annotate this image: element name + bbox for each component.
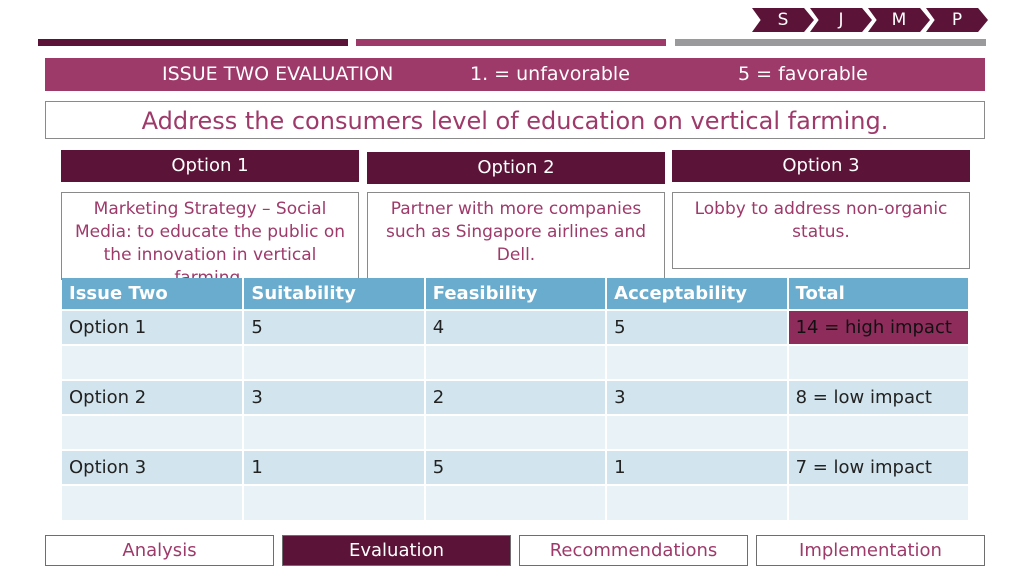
table-cell: 4 <box>424 309 608 345</box>
evaluation-header: ISSUE TWO EVALUATION 1. = unfavorable 5 … <box>45 58 985 91</box>
issue-statement: Address the consumers level of education… <box>45 101 985 139</box>
table-cell: 1 <box>243 449 426 485</box>
column-header: Suitability <box>243 278 426 310</box>
nav-implementation[interactable]: Implementation <box>756 535 985 566</box>
option-3-description: Lobby to address non-organic status. <box>672 192 970 269</box>
table-cell <box>62 414 245 450</box>
table-cell <box>62 344 245 380</box>
column-header: Acceptability <box>606 278 789 310</box>
table-cell <box>787 344 971 380</box>
accent-bar-plum <box>38 39 348 46</box>
table-cell <box>243 414 426 450</box>
table-row <box>62 484 971 520</box>
table-cell <box>243 484 426 520</box>
table-cell <box>787 484 971 520</box>
table-cell: 5 <box>424 449 608 485</box>
table-cell: 2 <box>424 379 608 415</box>
table-cell <box>606 344 789 380</box>
table-cell <box>787 414 971 450</box>
evaluation-table: Issue Two Suitability Feasibility Accept… <box>62 278 971 520</box>
table-row <box>62 414 971 450</box>
nav-analysis[interactable]: Analysis <box>45 535 274 566</box>
accent-bar-gray <box>675 39 986 46</box>
option-1-description: Marketing Strategy – Social Media: to ed… <box>61 192 359 280</box>
table-row: Option 2 3 2 3 8 = low impact <box>62 379 971 415</box>
table-cell: Option 3 <box>62 449 245 485</box>
table-cell: 8 = low impact <box>787 379 971 415</box>
total-cell-highlighted: 14 = high impact <box>787 309 971 345</box>
table-cell <box>424 414 608 450</box>
nav-recommendations[interactable]: Recommendations <box>519 535 748 566</box>
option-1-header: Option 1 <box>61 150 359 182</box>
column-header: Feasibility <box>424 278 608 310</box>
chevron-m[interactable]: M <box>868 8 930 32</box>
table-row <box>62 344 971 380</box>
chevron-p[interactable]: P <box>926 8 988 32</box>
option-2-description: Partner with more companies such as Sing… <box>367 192 665 280</box>
table-cell: 3 <box>606 379 789 415</box>
option-2-header: Option 2 <box>367 152 665 184</box>
chevron-s[interactable]: S <box>752 8 814 32</box>
table-cell <box>62 484 245 520</box>
table-cell <box>424 344 608 380</box>
table-row: Option 1 5 4 5 14 = high impact <box>62 309 971 345</box>
table-cell <box>424 484 608 520</box>
scale-low-label: 1. = unfavorable <box>470 63 630 85</box>
scale-high-label: 5 = favorable <box>738 63 868 85</box>
table-cell: 5 <box>606 309 789 345</box>
table-cell: Option 2 <box>62 379 245 415</box>
table-header-row: Issue Two Suitability Feasibility Accept… <box>62 278 971 310</box>
table-cell: 1 <box>606 449 789 485</box>
column-header: Issue Two <box>62 278 245 310</box>
chevron-j[interactable]: J <box>810 8 872 32</box>
table-cell <box>606 484 789 520</box>
header-title: ISSUE TWO EVALUATION <box>162 63 394 85</box>
table-row: Option 3 1 5 1 7 = low impact <box>62 449 971 485</box>
table-cell: Option 1 <box>62 309 245 345</box>
table-cell <box>243 344 426 380</box>
table-cell <box>606 414 789 450</box>
table-cell: 5 <box>243 309 426 345</box>
nav-evaluation[interactable]: Evaluation <box>282 535 511 566</box>
accent-bar-magenta <box>356 39 666 46</box>
table-cell: 3 <box>243 379 426 415</box>
column-header: Total <box>787 278 971 310</box>
option-3-header: Option 3 <box>672 150 970 182</box>
table-cell: 7 = low impact <box>787 449 971 485</box>
